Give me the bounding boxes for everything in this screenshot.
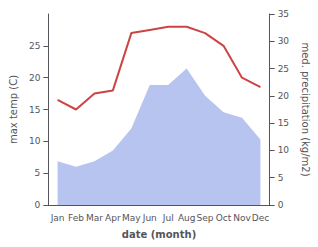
svg-text:25: 25 [278,64,289,74]
svg-text:5: 5 [35,168,41,178]
svg-text:15: 15 [278,118,289,128]
svg-text:20: 20 [29,73,41,83]
svg-text:Dec: Dec [252,213,269,223]
svg-text:Oct: Oct [216,213,232,223]
svg-text:date (month): date (month) [122,229,196,240]
svg-text:Jan: Jan [50,213,65,223]
svg-text:med. precipitation (kg/m2): med. precipitation (kg/m2) [300,42,311,176]
svg-text:Mar: Mar [86,213,103,223]
svg-text:25: 25 [29,41,40,51]
svg-text:Aug: Aug [178,213,196,223]
svg-text:10: 10 [278,145,290,155]
svg-text:30: 30 [278,36,290,46]
svg-text:0: 0 [35,200,41,210]
svg-text:max temp (C): max temp (C) [8,75,19,144]
svg-text:0: 0 [278,200,284,210]
svg-text:Feb: Feb [68,213,84,223]
svg-text:15: 15 [29,105,40,115]
svg-text:35: 35 [278,9,289,19]
svg-text:Nov: Nov [233,213,251,223]
svg-text:10: 10 [29,136,41,146]
svg-text:May: May [122,213,141,223]
svg-text:Sep: Sep [197,213,214,223]
svg-text:Apr: Apr [105,213,121,223]
svg-text:5: 5 [278,173,284,183]
svg-text:Jul: Jul [162,213,174,223]
svg-text:Jun: Jun [142,213,157,223]
svg-text:20: 20 [278,91,290,101]
